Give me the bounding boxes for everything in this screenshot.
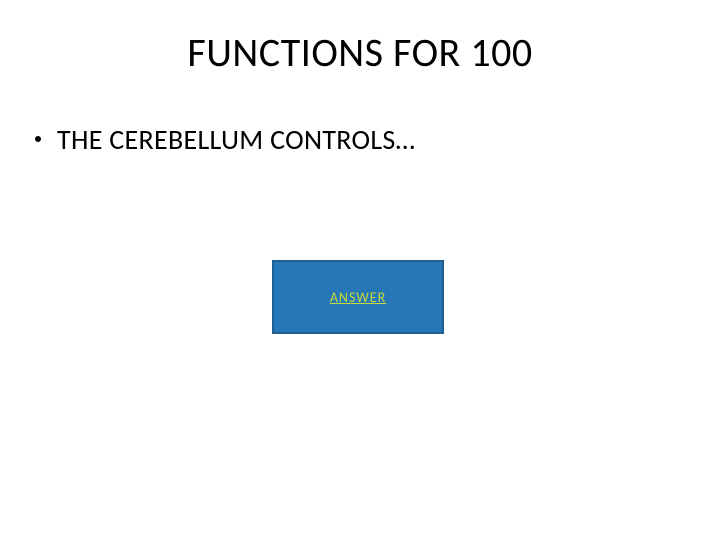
answer-link-text: ANSWER [330, 289, 386, 306]
slide-title: FUNCTIONS FOR 100 [0, 28, 720, 77]
bullet-text: THE CEREBELLUM CONTROLS… [57, 122, 415, 157]
bullet-marker [35, 136, 41, 142]
bullet-item: THE CEREBELLUM CONTROLS… [35, 122, 415, 157]
answer-button[interactable]: ANSWER [272, 260, 444, 334]
